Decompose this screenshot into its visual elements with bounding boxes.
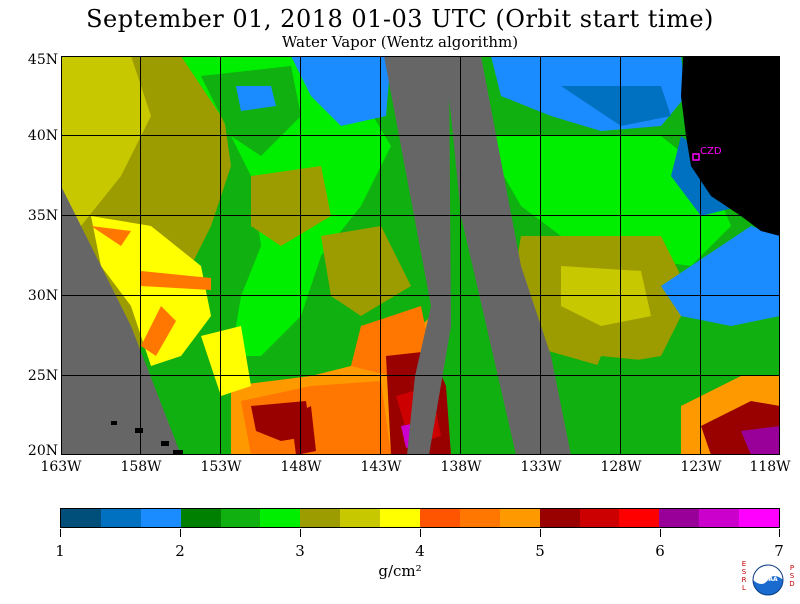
colorbar-label-2: 2 bbox=[175, 542, 185, 560]
lon-label-158w: 158W bbox=[120, 459, 162, 475]
lon-label-148w: 148W bbox=[280, 459, 322, 475]
colorbar-swatch bbox=[739, 509, 780, 527]
colorbar-swatch bbox=[300, 509, 341, 527]
colorbar-label-5: 5 bbox=[535, 542, 545, 560]
lat-label-45n: 45N bbox=[27, 52, 58, 68]
colorbar-tick bbox=[660, 529, 661, 537]
colorbar-label-7: 7 bbox=[774, 542, 784, 560]
colorbar-label-3: 3 bbox=[295, 542, 305, 560]
map-title: September 01, 2018 01-03 UTC (Orbit star… bbox=[86, 5, 714, 33]
colorbar-swatch bbox=[659, 509, 700, 527]
colorbar-units: g/cm² bbox=[378, 562, 422, 580]
lat-label-35n: 35N bbox=[27, 208, 58, 224]
colorbar-tick bbox=[300, 529, 301, 537]
logo-center-text: NOAA bbox=[758, 576, 778, 583]
colorbar-tick bbox=[420, 529, 421, 537]
lon-label-163w: 163W bbox=[40, 459, 82, 475]
colorbar-tick bbox=[779, 529, 780, 537]
colorbar-swatch bbox=[61, 509, 101, 527]
colorbar-swatch bbox=[459, 509, 500, 527]
lat-label-25n: 25N bbox=[27, 368, 58, 384]
colorbar-swatch bbox=[539, 509, 580, 527]
logo-left-text: ESRL bbox=[741, 560, 747, 592]
colorbar-swatch bbox=[579, 509, 620, 527]
colorbar-label-1: 1 bbox=[55, 542, 65, 560]
lat-label-30n: 30N bbox=[27, 288, 58, 304]
water-vapor-map: CZD bbox=[61, 56, 780, 455]
colorbar-label-4: 4 bbox=[415, 542, 425, 560]
noaa-esrl-psd-logo: ESRL PSD NOAA bbox=[740, 560, 796, 600]
colorbar-swatch bbox=[699, 509, 740, 527]
colorbar-swatch bbox=[380, 509, 421, 527]
colorbar-label-6: 6 bbox=[655, 542, 665, 560]
colorbar-tick bbox=[60, 529, 61, 537]
lat-label-20n: 20N bbox=[27, 443, 58, 459]
lon-label-153w: 153W bbox=[200, 459, 242, 475]
lon-label-118w: 118W bbox=[749, 459, 791, 475]
map-subtitle: Water Vapor (Wentz algorithm) bbox=[281, 33, 519, 51]
logo-right-text: PSD bbox=[789, 564, 795, 588]
station-label: CZD bbox=[700, 146, 722, 157]
colorbar-swatch bbox=[220, 509, 261, 527]
colorbar-swatch bbox=[619, 509, 660, 527]
colorbar-swatch bbox=[140, 509, 181, 527]
colorbar-swatch bbox=[100, 509, 141, 527]
colorbar-swatch bbox=[260, 509, 301, 527]
colorbar-swatch bbox=[499, 509, 540, 527]
lon-label-133w: 133W bbox=[520, 459, 562, 475]
colorbar-swatch bbox=[340, 509, 381, 527]
lon-label-123w: 123W bbox=[680, 459, 722, 475]
colorbar-tick bbox=[540, 529, 541, 537]
colorbar-tick bbox=[180, 529, 181, 537]
lon-label-128w: 128W bbox=[600, 459, 642, 475]
lon-label-143w: 143W bbox=[360, 459, 402, 475]
colorbar-swatch bbox=[180, 509, 221, 527]
lat-label-40n: 40N bbox=[27, 128, 58, 144]
colorbar-swatch bbox=[420, 509, 460, 527]
colorbar bbox=[60, 508, 780, 528]
lon-label-138w: 138W bbox=[440, 459, 482, 475]
